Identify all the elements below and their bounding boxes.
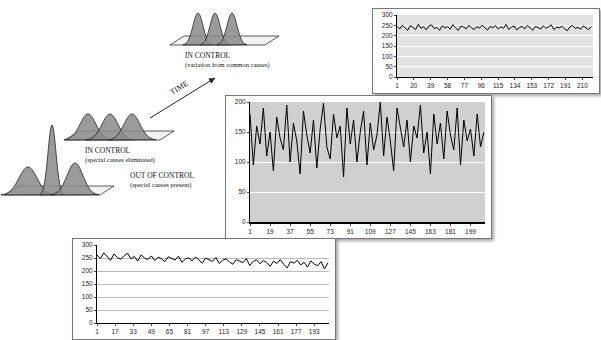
svg-text:91: 91 [347,228,355,235]
svg-text:37: 37 [286,228,294,235]
svg-text:145: 145 [405,228,416,235]
svg-text:97: 97 [202,328,210,335]
svg-text:33: 33 [130,328,138,335]
svg-text:200: 200 [382,32,393,39]
svg-text:50: 50 [385,63,393,70]
svg-text:0: 0 [242,218,246,225]
svg-text:100: 100 [382,53,393,60]
svg-text:150: 150 [235,128,246,135]
svg-text:177: 177 [291,328,302,335]
svg-text:153: 153 [526,82,537,89]
svg-text:0: 0 [389,73,393,80]
svg-text:129: 129 [236,328,247,335]
svg-text:1: 1 [95,328,99,335]
svg-text:193: 193 [309,328,320,335]
svg-text:181: 181 [445,228,456,235]
svg-text:65: 65 [166,328,174,335]
svg-text:200: 200 [235,98,246,105]
svg-text:19: 19 [266,228,274,235]
svg-text:145: 145 [255,328,266,335]
svg-text:50: 50 [85,306,93,313]
svg-text:163: 163 [425,228,436,235]
svg-text:150: 150 [382,42,393,49]
svg-text:250: 250 [382,22,393,29]
svg-text:115: 115 [493,82,504,89]
svg-text:81: 81 [184,328,192,335]
svg-text:200: 200 [82,267,93,274]
svg-text:OUT OF CONTROL: OUT OF CONTROL [130,171,194,180]
svg-text:49: 49 [148,328,156,335]
svg-text:113: 113 [219,328,230,335]
svg-text:20: 20 [410,82,418,89]
svg-text:TIME: TIME [168,79,189,97]
svg-text:250: 250 [82,254,93,261]
svg-text:77: 77 [461,82,469,89]
svg-text:109: 109 [365,228,376,235]
svg-text:IN CONTROL: IN CONTROL [185,51,231,60]
svg-text:100: 100 [82,293,93,300]
svg-text:127: 127 [385,228,396,235]
svg-text:134: 134 [510,82,521,89]
svg-text:IN CONTROL: IN CONTROL [85,146,131,155]
svg-text:50: 50 [238,188,246,195]
svg-text:1: 1 [248,228,252,235]
svg-text:1: 1 [395,82,399,89]
svg-text:191: 191 [560,82,571,89]
svg-text:210: 210 [577,82,588,89]
svg-text:100: 100 [235,158,246,165]
svg-text:39: 39 [427,82,435,89]
svg-text:300: 300 [82,241,93,248]
svg-text:96: 96 [478,82,486,89]
svg-text:(variation from common causes): (variation from common causes) [185,61,270,69]
svg-text:73: 73 [327,228,335,235]
svg-text:199: 199 [465,228,476,235]
svg-text:(special causes eliminated): (special causes eliminated) [85,156,155,164]
svg-text:0: 0 [89,319,93,326]
svg-text:150: 150 [82,280,93,287]
svg-text:58: 58 [444,82,452,89]
svg-text:55: 55 [307,228,315,235]
svg-text:17: 17 [111,328,119,335]
svg-text:300: 300 [382,11,393,18]
svg-text:(special causes present): (special causes present) [130,181,191,189]
svg-text:172: 172 [543,82,554,89]
svg-text:161: 161 [273,328,284,335]
